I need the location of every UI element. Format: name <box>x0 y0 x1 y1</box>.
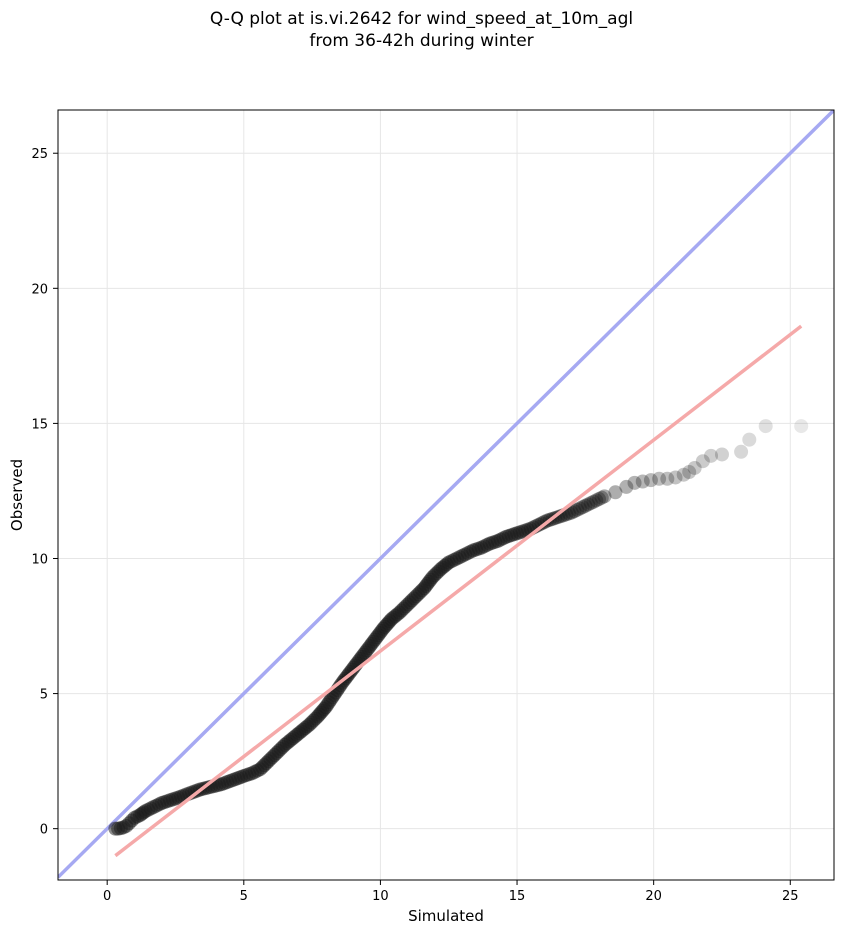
quantile-point <box>668 470 683 485</box>
y-axis-ticks: 0 5 10 15 20 25 <box>31 147 58 838</box>
quantile-point <box>714 447 729 462</box>
quantile-point <box>570 502 585 517</box>
y-axis-label: Observed <box>8 459 26 531</box>
quantile-point <box>619 479 634 494</box>
quantile-point <box>734 444 749 459</box>
quantile-point <box>586 494 601 509</box>
quantile-point <box>597 489 612 504</box>
quantile-point <box>567 504 582 519</box>
y-tick-label: 5 <box>40 688 48 703</box>
quantile-point <box>551 510 566 525</box>
quantile-point <box>583 496 598 511</box>
chart-title-line-2: from 36-42h during winter <box>309 31 534 51</box>
quantile-point <box>515 524 530 539</box>
quantile-point <box>695 454 710 469</box>
grid-lines <box>58 110 834 880</box>
y-tick-label: 15 <box>31 417 48 432</box>
identity-line <box>58 110 834 879</box>
fit-line <box>114 324 803 858</box>
x-tick-label: 5 <box>240 889 248 904</box>
quantile-point <box>534 516 549 531</box>
quantile-point <box>518 523 533 538</box>
chart-title: Q-Q plot at is.vi.2642 for wind_speed_at… <box>0 8 843 52</box>
quantile-point <box>682 465 697 480</box>
x-axis-label: Simulated <box>408 907 484 925</box>
x-tick-label: 15 <box>509 889 526 904</box>
plot-frame <box>57 109 835 881</box>
quantile-point <box>572 501 587 516</box>
quantile-point <box>510 526 525 541</box>
quantile-point <box>608 485 623 500</box>
quantile-point <box>794 419 809 434</box>
y-tick-label: 20 <box>31 282 48 297</box>
quantile-point <box>627 475 642 490</box>
quantile-point <box>531 517 546 532</box>
quantile-point <box>758 419 773 434</box>
quantile-point <box>512 525 527 540</box>
quantile-point <box>635 474 650 489</box>
quantile-point <box>660 471 675 486</box>
quantile-point <box>742 432 757 447</box>
quantile-point <box>687 460 702 475</box>
quantile-point <box>589 493 604 508</box>
quantile-point <box>652 471 667 486</box>
quantile-point <box>704 448 719 463</box>
quantile-point <box>581 497 596 512</box>
quantile-point <box>564 505 579 520</box>
y-tick-label: 10 <box>31 552 48 567</box>
quantile-point <box>594 490 609 505</box>
x-tick-label: 20 <box>645 889 662 904</box>
quantile-point <box>676 467 691 482</box>
x-tick-label: 0 <box>103 889 111 904</box>
y-tick-label: 0 <box>40 823 48 838</box>
x-tick-label: 25 <box>782 889 799 904</box>
quantile-points <box>108 419 809 836</box>
y-tick-label: 25 <box>31 147 48 162</box>
chart-title-line-1: Q-Q plot at is.vi.2642 for wind_speed_at… <box>209 9 634 29</box>
quantile-point <box>578 498 593 513</box>
x-axis-ticks: 0 5 10 15 20 25 <box>103 880 799 904</box>
quantile-point <box>592 492 607 507</box>
quantile-point <box>643 473 658 488</box>
quantile-point <box>575 500 590 515</box>
x-tick-label: 10 <box>372 889 389 904</box>
